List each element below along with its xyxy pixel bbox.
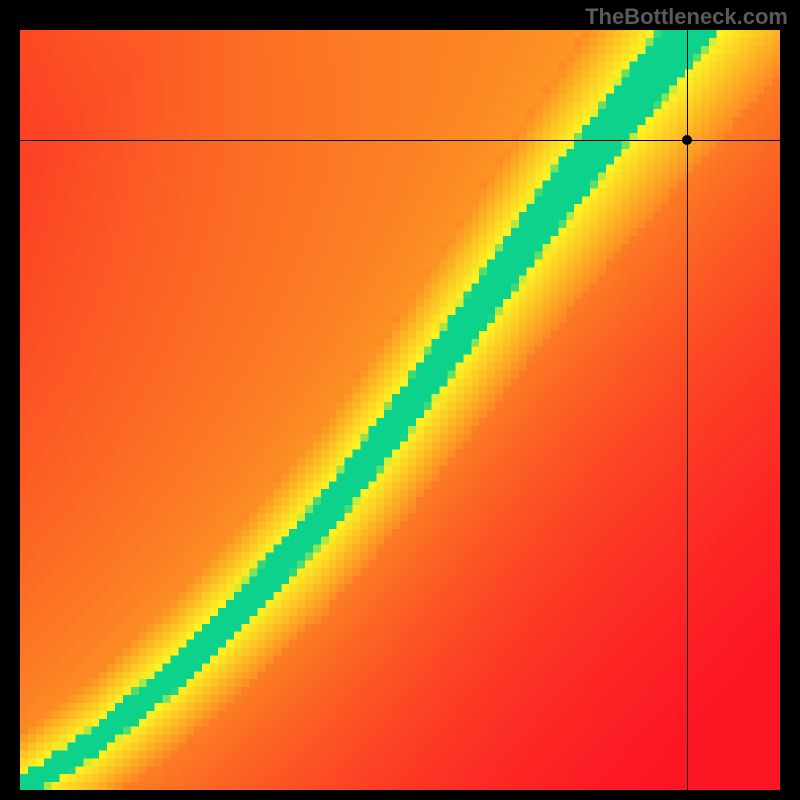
watermark-text: TheBottleneck.com (585, 4, 788, 30)
crosshair-horizontal (20, 140, 780, 141)
heatmap-plot (20, 30, 780, 790)
root-container: TheBottleneck.com (0, 0, 800, 800)
crosshair-marker-dot (682, 135, 692, 145)
heatmap-canvas (20, 30, 780, 790)
